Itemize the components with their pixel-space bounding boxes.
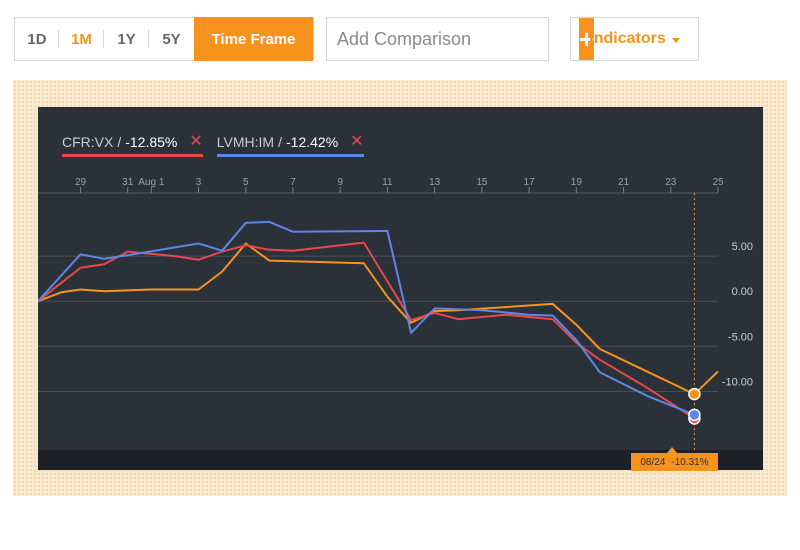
crosshair-marker-series3 (688, 387, 701, 401)
x-tick-label: 11 (382, 177, 393, 188)
y-tick-label: -10.00 (722, 376, 753, 388)
x-tick-label: 3 (196, 177, 202, 188)
add-comparison-input[interactable] (327, 18, 579, 60)
x-tick-label: 5 (243, 177, 249, 188)
series-line-cfrvx (38, 241, 695, 420)
y-tick-label: -5.00 (728, 331, 753, 343)
x-tick-label: 31 (122, 177, 134, 188)
x-tick-label: 7 (290, 177, 296, 188)
chart-area: 29 31 Aug 1 3 5 7 9 11 13 15 17 19 21 23 25 5.00 0.00 -5.… (38, 107, 763, 470)
caret-down-icon (671, 37, 680, 43)
time-range-group: 1D 1M 1Y 5Y Time Frame (14, 17, 314, 61)
x-tick-label: 29 (75, 177, 87, 188)
range-1m-button[interactable]: 1M (59, 18, 104, 60)
x-tick-label: 9 (337, 177, 343, 188)
series-line-lvmhim (38, 220, 695, 416)
series-line-series2 (38, 242, 719, 396)
x-tick-label: 17 (524, 177, 536, 188)
crosshair-badge: 08/24 -10.31% (631, 453, 718, 471)
range-1y-button[interactable]: 1Y (104, 18, 149, 60)
x-tick-label: 19 (571, 177, 583, 188)
crosshair-date: 08/24 (640, 456, 666, 468)
x-tick-label: 13 (429, 177, 441, 188)
legend-ticker: CFR:VX (62, 134, 114, 150)
add-comparison-button[interactable]: + (579, 17, 595, 61)
legend-ticker: LVMH:IM (216, 134, 275, 150)
range-1d-button[interactable]: 1D (15, 18, 59, 60)
x-tick-label: 25 (712, 177, 724, 188)
chart-legend: CFR:VX / -12.85% ✕ LVMH:IM / -12.42% ✕ (62, 131, 364, 157)
legend-item-lvmh: LVMH:IM / -12.42% ✕ (216, 131, 364, 157)
indicators-label: Indicators (589, 30, 666, 47)
legend-change: -12.42% (286, 134, 339, 150)
x-tick-label: 15 (476, 177, 488, 188)
add-comparison-box: + (326, 17, 595, 61)
indicators-dropdown[interactable]: Indicators (570, 17, 699, 61)
y-tick-label: 0.00 (732, 286, 753, 298)
x-tick-label: 21 (618, 177, 630, 188)
time-frame-button[interactable]: Time Frame (194, 17, 313, 61)
range-5y-button[interactable]: 5Y (162, 30, 181, 48)
crosshair-badge-arrow (667, 447, 677, 453)
legend-separator: / (278, 134, 282, 150)
crosshair-marker-lvmh (688, 408, 701, 422)
legend-separator: / (117, 134, 122, 150)
x-tick-label: 23 (665, 177, 677, 188)
remove-cfr-icon[interactable]: ✕ (189, 133, 203, 150)
legend-change: -12.85% (125, 134, 178, 150)
remove-lvmh-icon[interactable]: ✕ (350, 133, 364, 150)
x-tick-label: Aug 1 (138, 177, 165, 188)
y-tick-label: 5.00 (732, 241, 753, 253)
chart-footer-strip (38, 450, 763, 470)
crosshair-value: -10.31% (671, 456, 709, 468)
legend-item-cfr: CFR:VX / -12.85% ✕ (62, 131, 203, 157)
price-chart[interactable]: 29 31 Aug 1 3 5 7 9 11 13 15 17 19 21 23 25 5.00 0.00 -5.… (38, 107, 763, 470)
